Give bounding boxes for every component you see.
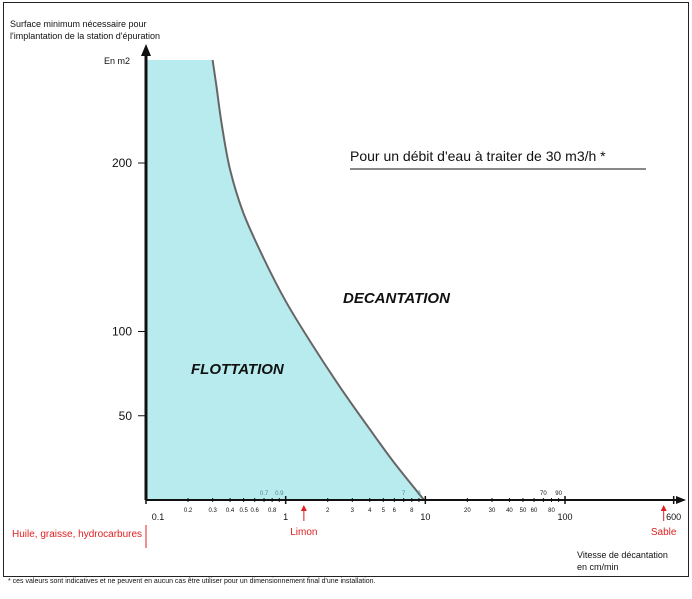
x-minor-tick-label: 0.3 — [208, 508, 217, 514]
region-label-flotation: FLOTTATION — [191, 361, 285, 378]
x-minor-tick-label: 0.6 — [251, 508, 260, 514]
x-minor-tick-label: 0.4 — [226, 508, 235, 514]
x-minor-tick-label: 80 — [548, 508, 555, 514]
chart-title: Pour un débit d'eau à traiter de 30 m3/h… — [350, 148, 606, 164]
y-axis-label-line2: l'implantation de la station d'épuration — [10, 31, 160, 41]
y-tick-label: 100 — [112, 325, 132, 339]
y-axis-arrow — [141, 44, 151, 56]
x-minor-tick-label: 3 — [351, 508, 355, 514]
x-upper-tick-label: 0.9 — [275, 491, 284, 497]
x-minor-tick-label: 8 — [410, 508, 414, 514]
x-minor-tick-label: 5 — [382, 508, 386, 514]
annotation-arrow — [660, 505, 667, 511]
x-axis-label-line2: en cm/min — [577, 562, 619, 572]
x-major-tick-label: 10 — [420, 512, 430, 522]
x-minor-tick-label: 30 — [489, 508, 496, 514]
annotation-arrow — [300, 505, 307, 511]
x-upper-tick-label: 0.7 — [260, 491, 269, 497]
region-label-decantation: DECANTATION — [343, 290, 451, 307]
y-tick-label: 200 — [112, 156, 132, 170]
x-minor-tick-label: 50 — [520, 508, 527, 514]
flotation-area — [146, 60, 425, 500]
annotation-label-sable: Sable — [651, 527, 677, 538]
footnote: * ces valeurs sont indicatives et ne peu… — [8, 578, 376, 585]
annotation-label-limon: Limon — [290, 527, 317, 538]
x-minor-tick-label: 6 — [393, 508, 397, 514]
y-tick-label: 50 — [119, 409, 133, 423]
x-major-tick-label: 100 — [557, 512, 572, 522]
x-minor-tick-label: 0.5 — [239, 508, 248, 514]
x-minor-tick-label: 40 — [506, 508, 513, 514]
x-axis-label-line1: Vitesse de décantation — [577, 550, 668, 560]
x-major-tick-label: 0.1 — [152, 512, 165, 522]
x-major-tick-label: 600 — [666, 512, 681, 522]
y-axis-label-line1: Surface minimum nécessaire pour — [10, 19, 147, 29]
x-upper-tick-label: 90 — [555, 491, 562, 497]
x-minor-tick-label: 0.8 — [268, 508, 277, 514]
x-major-tick-label: 1 — [283, 512, 288, 522]
boundary-curve — [211, 59, 425, 501]
x-minor-tick-label: 2 — [326, 508, 330, 514]
x-upper-tick-label: 7 — [402, 491, 406, 497]
x-minor-tick-label: 60 — [531, 508, 538, 514]
x-minor-tick-label: 4 — [368, 508, 372, 514]
x-minor-tick-label: 20 — [464, 508, 471, 514]
x-axis-arrow — [676, 496, 686, 504]
x-minor-tick-label: 0.2 — [184, 508, 193, 514]
x-upper-tick-label: 70 — [540, 491, 547, 497]
y-unit-label: En m2 — [104, 56, 130, 66]
x-upper-tick-label: 9 — [417, 491, 421, 497]
annotation-label-huile: Huile, graisse, hydrocarbures — [12, 529, 142, 540]
